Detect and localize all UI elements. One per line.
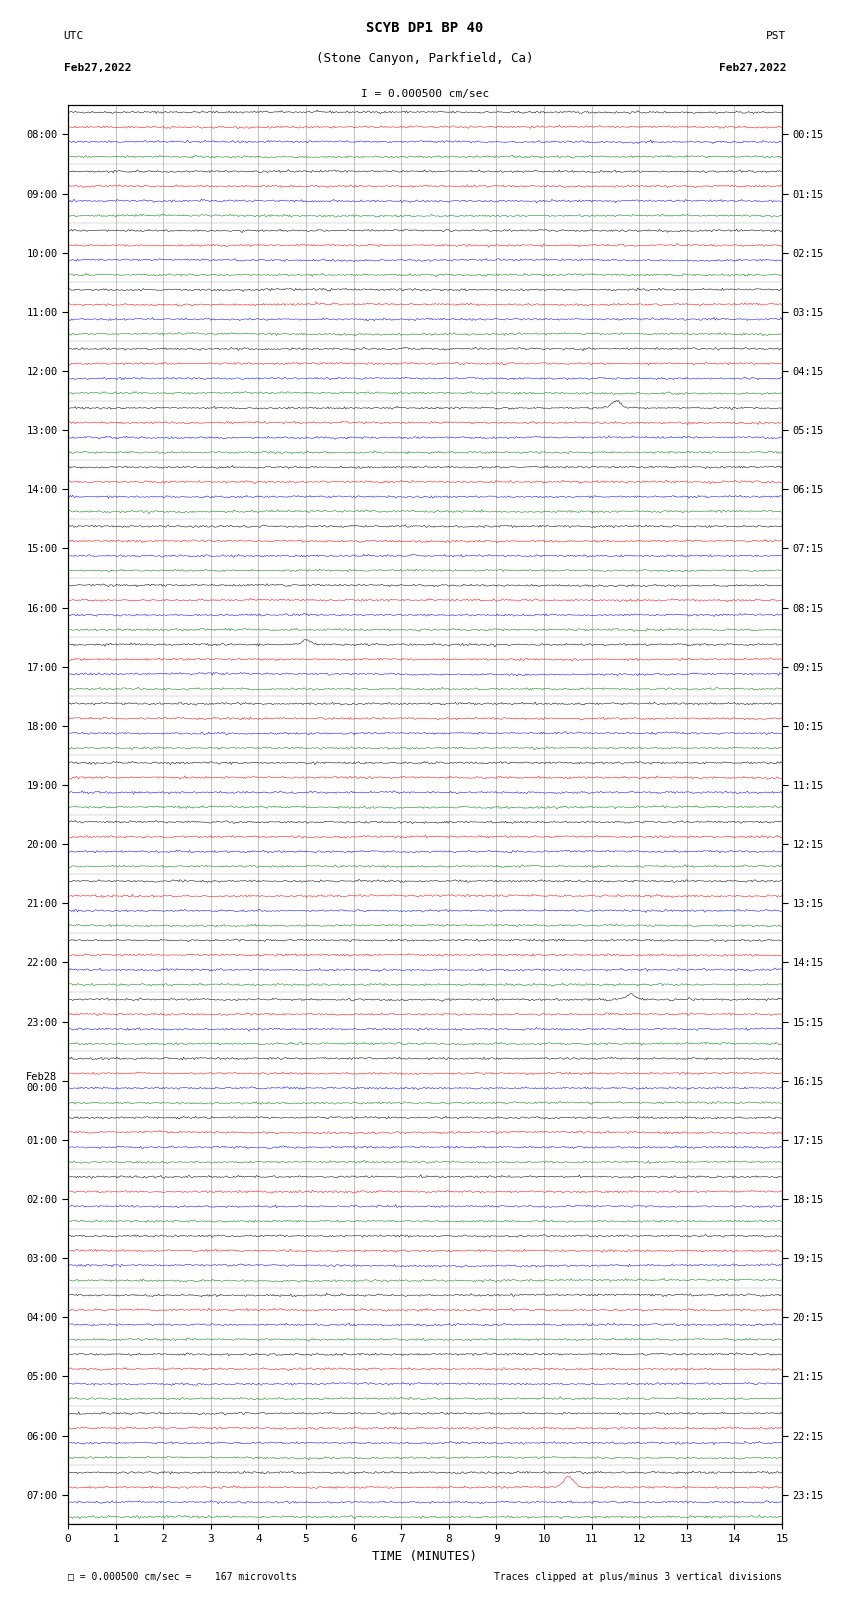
Text: I = 0.000500 cm/sec: I = 0.000500 cm/sec: [361, 89, 489, 98]
Text: SCYB DP1 BP 40: SCYB DP1 BP 40: [366, 21, 484, 35]
Text: Feb27,2022: Feb27,2022: [64, 63, 131, 73]
Text: (Stone Canyon, Parkfield, Ca): (Stone Canyon, Parkfield, Ca): [316, 52, 534, 66]
Text: □ = 0.000500 cm/sec =    167 microvolts: □ = 0.000500 cm/sec = 167 microvolts: [68, 1573, 298, 1582]
Text: Feb27,2022: Feb27,2022: [719, 63, 786, 73]
Text: UTC: UTC: [64, 31, 84, 42]
Text: PST: PST: [766, 31, 786, 42]
X-axis label: TIME (MINUTES): TIME (MINUTES): [372, 1550, 478, 1563]
Text: Traces clipped at plus/minus 3 vertical divisions: Traces clipped at plus/minus 3 vertical …: [494, 1573, 782, 1582]
